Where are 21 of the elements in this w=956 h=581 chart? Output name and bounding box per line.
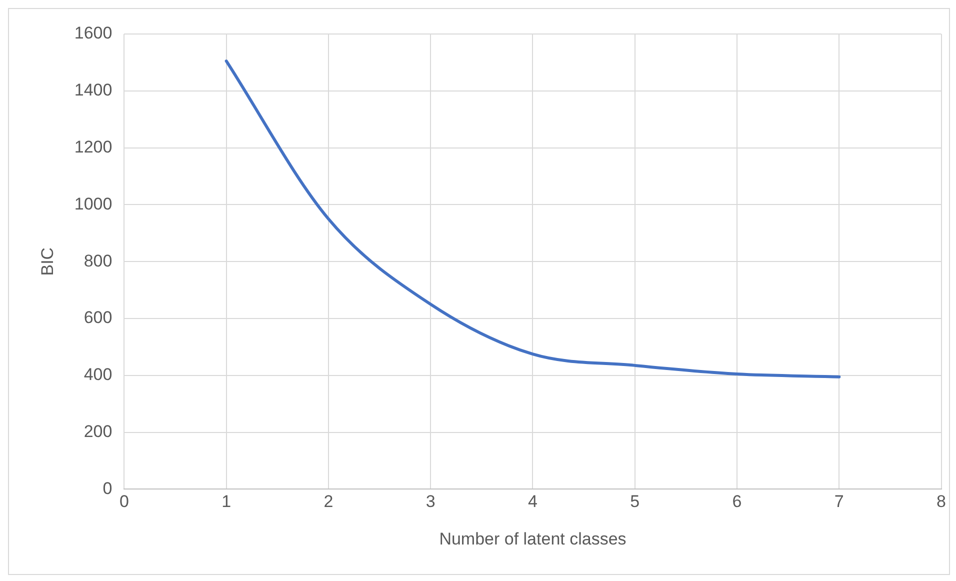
x-tick-label: 5 (630, 492, 640, 512)
y-tick-label: 0 (102, 478, 112, 498)
x-tick-label: 4 (528, 492, 538, 512)
x-tick-label: 0 (119, 492, 129, 512)
x-tick-label: 2 (324, 492, 334, 512)
y-tick-label: 1200 (74, 137, 112, 156)
y-tick-label: 1400 (74, 80, 112, 100)
x-axis-title: Number of latent classes (439, 529, 626, 548)
x-tick-label: 7 (834, 492, 844, 512)
y-tick-label: 400 (84, 365, 112, 384)
y-tick-label: 600 (84, 308, 112, 328)
x-tick-label: 8 (936, 492, 946, 512)
line-series (224, 60, 841, 378)
y-tick-label: 800 (84, 251, 112, 270)
x-tick-label: 3 (426, 492, 436, 512)
y-tick-label: 200 (84, 422, 112, 441)
x-tick-label: 6 (732, 492, 742, 512)
y-tick-label: 1600 (74, 24, 112, 43)
y-tick-label: 1000 (74, 194, 112, 214)
y-axis-title: BIC (38, 247, 57, 276)
x-tick-label: 1 (222, 492, 232, 512)
